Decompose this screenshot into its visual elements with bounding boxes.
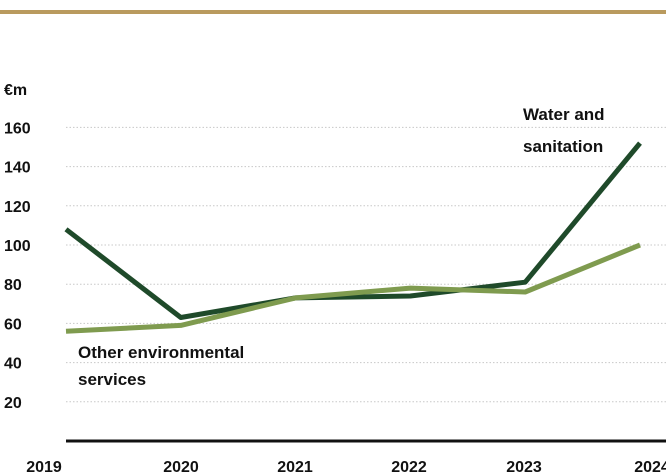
other-series-label-line-1: Other environmental [78, 343, 244, 362]
x-tick-label-2024: 2024 [634, 459, 666, 476]
x-axis-tick-labels: 2019 2020 2021 2022 2023 2024 [26, 459, 666, 476]
x-tick-label-2021: 2021 [277, 459, 313, 476]
water-series-label-line-2: sanitation [523, 137, 603, 156]
water-series-label: Water and sanitation [523, 105, 605, 156]
y-tick-label-100: 100 [4, 238, 31, 255]
y-tick-label-80: 80 [4, 277, 22, 294]
y-tick-label-60: 60 [4, 316, 22, 333]
x-tick-label-2020: 2020 [163, 459, 199, 476]
x-tick-label-2019: 2019 [26, 459, 62, 476]
series-line-water-and-sanitation [64, 141, 642, 320]
y-tick-label-20: 20 [4, 395, 22, 412]
y-tick-label-120: 120 [4, 199, 31, 216]
x-tick-label-2022: 2022 [391, 459, 427, 476]
series-line-other-environmental-services [65, 242, 641, 334]
series-lines [64, 141, 642, 334]
water-series-label-line-1: Water and [523, 105, 605, 124]
top-accent-bar [0, 10, 666, 14]
other-series-label: Other environmental services [78, 343, 244, 389]
y-axis-unit-label: €m [4, 82, 27, 99]
y-tick-label-40: 40 [4, 356, 22, 373]
y-tick-label-140: 140 [4, 160, 31, 177]
y-axis-tick-labels: 20 40 60 80 100 120 140 160 [4, 120, 31, 411]
other-series-label-line-2: services [78, 370, 146, 389]
x-tick-label-2023: 2023 [506, 459, 542, 476]
y-tick-label-160: 160 [4, 120, 31, 137]
